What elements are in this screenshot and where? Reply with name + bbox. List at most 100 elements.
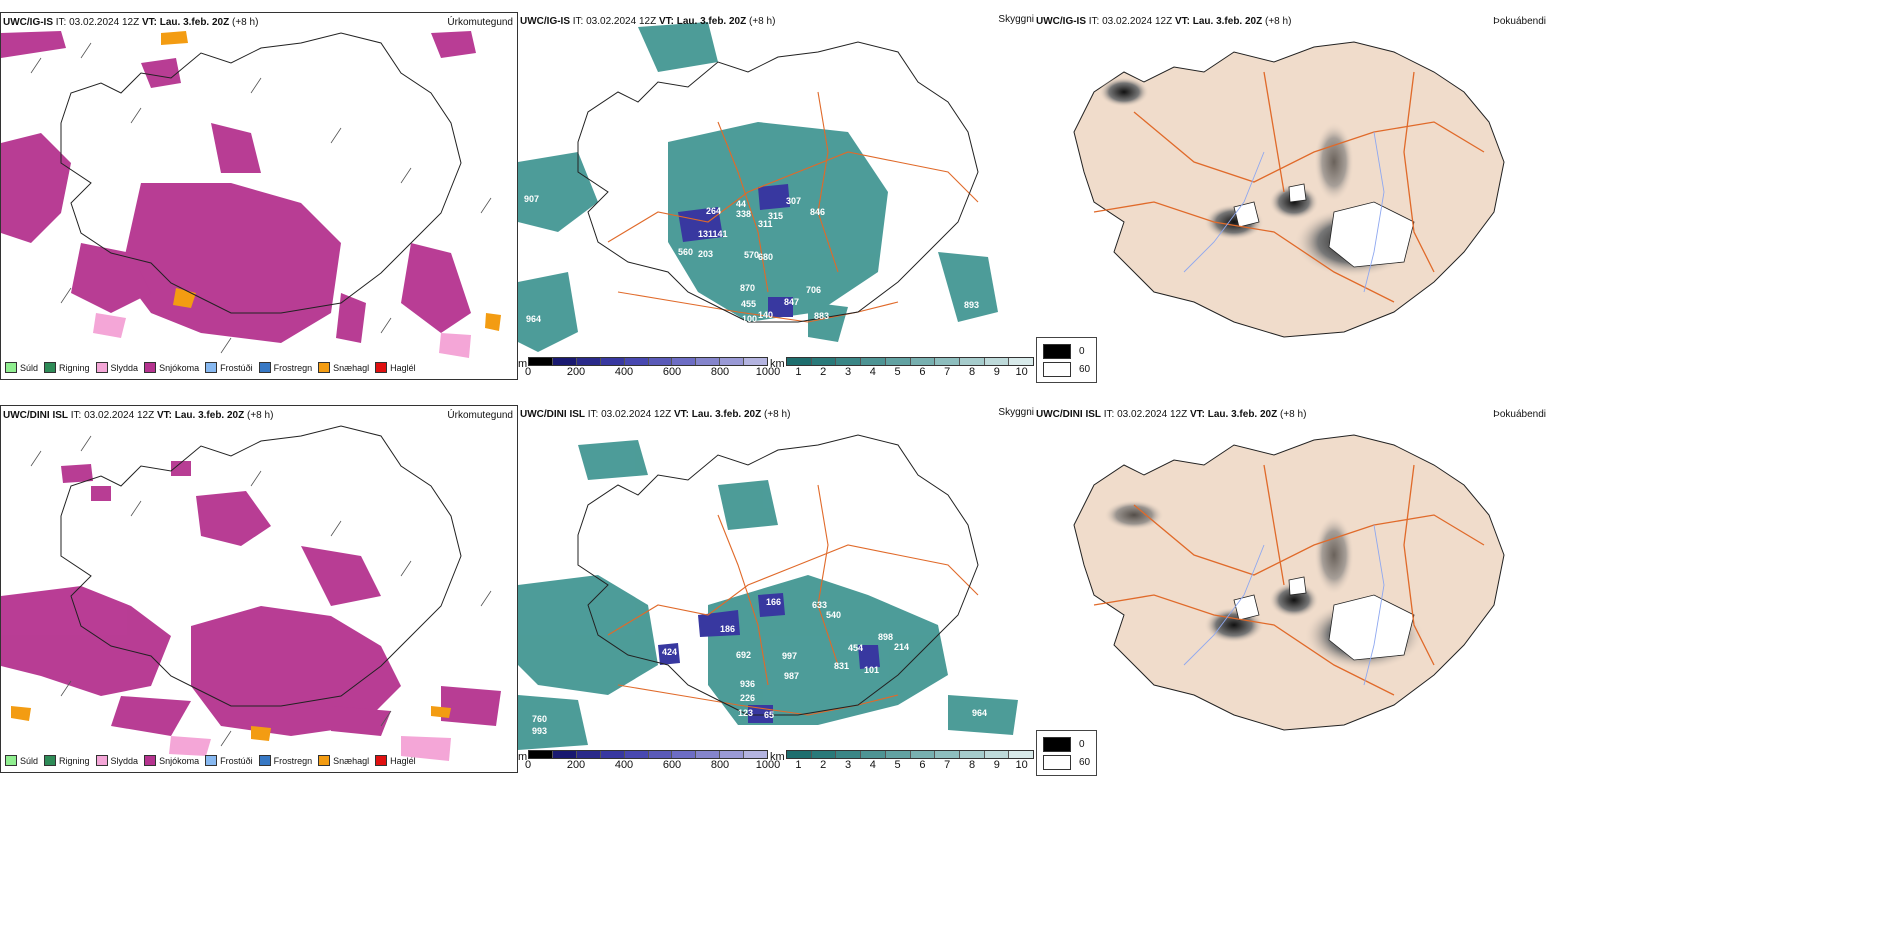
legend-swatch: [144, 755, 157, 766]
legend-swatch: [258, 362, 271, 373]
legend-swatch: [205, 755, 218, 766]
fog-legend-row: 0: [1043, 342, 1090, 360]
svg-text:166: 166: [766, 597, 781, 607]
svg-text:123: 123: [738, 708, 753, 718]
precip-type-title: Úrkomutegund: [447, 17, 513, 28]
iceland-coastline: [60, 32, 462, 314]
colorbar-segment: [696, 358, 721, 365]
legend-swatch: [375, 362, 388, 373]
header-row1-precip: UWC/IG-IS IT: 03.02.2024 12Z VT: Lau. 3.…: [3, 17, 259, 28]
svg-text:226: 226: [740, 693, 755, 703]
svg-text:214: 214: [894, 642, 909, 652]
model-name: UWC/IG-IS: [3, 17, 53, 28]
svg-text:831: 831: [834, 661, 849, 671]
colorbar-segment: [910, 358, 936, 365]
vis-km-ticks: 1 2 3 4 5 6 7 8 9 10: [786, 366, 1034, 380]
colorbar-tick: 0: [524, 759, 532, 771]
svg-text:479: 479: [668, 632, 683, 642]
visibility-value-labels: 163 633 166 540 592 479 186 898 214 454 …: [532, 423, 987, 736]
legend-item: Rigning: [44, 362, 90, 373]
precip-type-title: Úrkomutegund: [447, 410, 513, 421]
precip-type-panel-row1: UWC/IG-IS IT: 03.02.2024 12Z VT: Lau. 3.…: [0, 12, 518, 380]
colorbar-segment: [648, 358, 673, 365]
colorbar-segment: [910, 751, 936, 758]
legend-item: Frostúði: [205, 755, 253, 766]
hail-areas: [11, 706, 451, 741]
legend-item: Haglél: [375, 362, 416, 373]
legend-swatch: [44, 362, 57, 373]
colorbar-segment: [861, 751, 886, 758]
svg-text:964: 964: [526, 314, 541, 324]
legend-label: Haglél: [390, 362, 416, 373]
colorbar-segment: [648, 751, 673, 758]
legend-swatch: [318, 755, 331, 766]
colorbar-segment: [672, 358, 697, 365]
legend-label: Frostregn: [273, 362, 313, 373]
legend-label: Snjókoma: [159, 362, 200, 373]
colorbar-segment: [720, 751, 745, 758]
legend-swatch: [144, 362, 157, 373]
colorbar-segment: [1009, 751, 1034, 758]
roads: [607, 484, 979, 716]
legend-swatch: [44, 755, 57, 766]
svg-text:311: 311: [758, 219, 773, 229]
legend-item: Haglél: [375, 755, 416, 766]
legend-label: Rigning: [59, 362, 90, 373]
snow-areas: [1, 461, 501, 736]
legend-item: Súld: [5, 755, 38, 766]
visibility-map-row2: 163 633 166 540 592 479 186 898 214 454 …: [518, 423, 1018, 750]
svg-text:540: 540: [826, 610, 841, 620]
vis-m-unit: m: [518, 751, 528, 763]
colorbar-segment: [959, 358, 985, 365]
legend-item: Slydda: [95, 362, 138, 373]
colorbar-tick: 5: [894, 366, 901, 378]
colorbar-tick: 800: [710, 759, 730, 771]
svg-text:454: 454: [848, 643, 863, 653]
colorbar-tick: 1: [795, 366, 802, 378]
svg-text:264: 264: [706, 206, 721, 216]
legend-item: Frostregn: [258, 755, 312, 766]
fog-panel-row2: UWC/DINI ISL IT: 03.02.2024 12Z VT: Lau.…: [1034, 405, 1554, 773]
svg-text:847: 847: [784, 297, 799, 307]
colorbar-segment: [959, 751, 985, 758]
legend-label: Snæhagl: [333, 362, 370, 373]
legend-label: Snæhagl: [333, 755, 370, 766]
fog-map-row2: [1073, 434, 1505, 731]
colorbar-segment: [576, 751, 601, 758]
vis-km-ticks: 1 2 3 4 5 6 7 8 9 10: [786, 759, 1034, 773]
colorbar-tick: 4: [869, 759, 876, 771]
svg-text:131141: 131141: [698, 229, 728, 239]
fog-legend-swatch: [1043, 361, 1071, 377]
fog-title: Þokuábendi: [1493, 16, 1546, 27]
colorbar-segment: [836, 358, 862, 365]
svg-text:706: 706: [806, 285, 821, 295]
legend-label: Rigning: [59, 755, 90, 766]
colorbar-tick: 6: [919, 759, 926, 771]
vis-km-unit: km: [770, 358, 785, 370]
svg-text:140: 140: [758, 310, 773, 320]
colorbar-tick: 4: [869, 366, 876, 378]
colorbar-tick: 5: [894, 759, 901, 771]
svg-text:907: 907: [524, 194, 539, 204]
colorbar-tick: 2: [820, 366, 827, 378]
svg-text:993: 993: [532, 726, 547, 736]
svg-text:987: 987: [784, 671, 799, 681]
legend-label: Súld: [20, 755, 39, 766]
vis-m-ticks: 0 200 400 600 800 1000: [524, 759, 780, 773]
fog-panel-row1: UWC/IG-IS IT: 03.02.2024 12Z VT: Lau. 3.…: [1034, 12, 1554, 380]
svg-text:950: 950: [954, 28, 969, 38]
colorbar-segment: [861, 358, 886, 365]
roads: [1093, 71, 1485, 303]
iceland-coastline: [60, 425, 462, 707]
low-visibility-areas: [678, 184, 793, 317]
svg-text:338: 338: [736, 209, 751, 219]
svg-text:455: 455: [741, 299, 756, 309]
iceland-coastline: [577, 434, 979, 716]
visibility-panel-row1: 978 950 907 264 44 338 307 315 311 846 1…: [518, 12, 1034, 380]
colorbar-segment: [935, 751, 960, 758]
fog-legend-row: 60: [1043, 360, 1090, 378]
colorbar-segment: [624, 358, 649, 365]
legend-item: Frostúði: [205, 362, 253, 373]
fog-legend-swatch: [1043, 343, 1071, 359]
colorbar-segment: [787, 358, 812, 365]
